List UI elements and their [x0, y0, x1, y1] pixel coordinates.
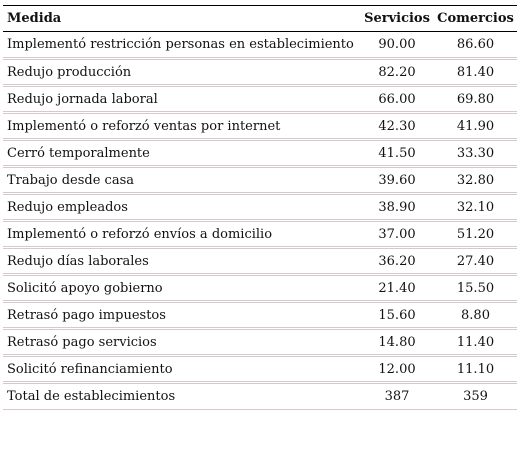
cell-comercios: 32.80 — [434, 166, 517, 195]
header-medida: Medida — [3, 5, 360, 32]
table-row: Redujo producción 82.20 81.40 — [3, 58, 517, 87]
cell-comercios: 41.90 — [434, 112, 517, 141]
cell-medida: Solicitó apoyo gobierno — [3, 274, 360, 303]
cell-medida: Implementó o reforzó ventas por internet — [3, 112, 360, 141]
cell-servicios: 36.20 — [360, 247, 434, 276]
cell-servicios: 37.00 — [360, 220, 434, 249]
cell-comercios: 33.30 — [434, 139, 517, 168]
cell-comercios: 86.60 — [434, 31, 517, 60]
header-servicios: Servicios — [360, 5, 434, 32]
cell-medida: Retrasó pago servicios — [3, 328, 360, 357]
cell-servicios: 42.30 — [360, 112, 434, 141]
cell-servicios: 66.00 — [360, 85, 434, 114]
cell-servicios: 41.50 — [360, 139, 434, 168]
table-header-row: Medida Servicios Comercios — [3, 5, 517, 32]
table-row: Implementó o reforzó envíos a domicilio … — [3, 220, 517, 249]
table-row: Implementó restricción personas en estab… — [3, 31, 517, 60]
table-row: Redujo días laborales 36.20 27.40 — [3, 247, 517, 276]
cell-servicios: 14.80 — [360, 328, 434, 357]
cell-comercios: 69.80 — [434, 85, 517, 114]
cell-medida: Retrasó pago impuestos — [3, 301, 360, 330]
table-row: Trabajo desde casa 39.60 32.80 — [3, 166, 517, 195]
cell-medida: Solicitó refinanciamiento — [3, 355, 360, 384]
cell-comercios: 27.40 — [434, 247, 517, 276]
cell-comercios: 81.40 — [434, 58, 517, 87]
table-row: Redujo empleados 38.90 32.10 — [3, 193, 517, 222]
cell-medida: Redujo jornada laboral — [3, 85, 360, 114]
header-comercios: Comercios — [434, 5, 517, 32]
cell-comercios: 32.10 — [434, 193, 517, 222]
cell-medida: Implementó restricción personas en estab… — [3, 31, 360, 60]
cell-comercios: 11.10 — [434, 355, 517, 384]
cell-medida: Cerró temporalmente — [3, 139, 360, 168]
table-row: Cerró temporalmente 41.50 33.30 — [3, 139, 517, 168]
cell-medida: Redujo días laborales — [3, 247, 360, 276]
cell-servicios: 82.20 — [360, 58, 434, 87]
cell-comercios: 11.40 — [434, 328, 517, 357]
table-row-total: Total de establecimientos 387 359 — [3, 382, 517, 410]
table-row: Redujo jornada laboral 66.00 69.80 — [3, 85, 517, 114]
cell-servicios: 39.60 — [360, 166, 434, 195]
table-row: Solicitó refinanciamiento 12.00 11.10 — [3, 355, 517, 384]
cell-comercios: 359 — [434, 382, 517, 410]
cell-comercios: 8.80 — [434, 301, 517, 330]
table-row: Retrasó pago impuestos 15.60 8.80 — [3, 301, 517, 330]
cell-servicios: 21.40 — [360, 274, 434, 303]
cell-servicios: 15.60 — [360, 301, 434, 330]
cell-medida: Trabajo desde casa — [3, 166, 360, 195]
cell-comercios: 15.50 — [434, 274, 517, 303]
table-row: Retrasó pago servicios 14.80 11.40 — [3, 328, 517, 357]
cell-servicios: 12.00 — [360, 355, 434, 384]
cell-medida: Total de establecimientos — [3, 382, 360, 410]
cell-medida: Implementó o reforzó envíos a domicilio — [3, 220, 360, 249]
cell-comercios: 51.20 — [434, 220, 517, 249]
cell-servicios: 38.90 — [360, 193, 434, 222]
cell-medida: Redujo producción — [3, 58, 360, 87]
cell-servicios: 90.00 — [360, 31, 434, 60]
table-row: Solicitó apoyo gobierno 21.40 15.50 — [3, 274, 517, 303]
table-row: Implementó o reforzó ventas por internet… — [3, 112, 517, 141]
measures-table: Medida Servicios Comercios Implementó re… — [3, 5, 517, 410]
cell-medida: Redujo empleados — [3, 193, 360, 222]
cell-servicios: 387 — [360, 382, 434, 410]
